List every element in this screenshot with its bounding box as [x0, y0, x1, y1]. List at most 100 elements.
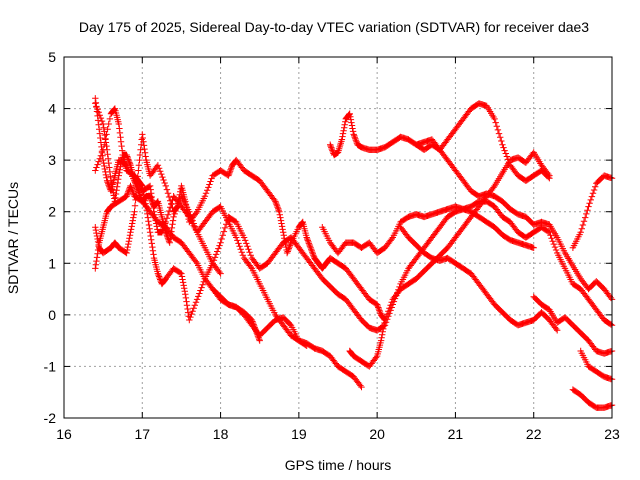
data-point	[127, 184, 135, 191]
data-point	[223, 221, 230, 228]
data-point	[216, 242, 223, 249]
data-point	[103, 131, 110, 138]
data-point	[182, 291, 189, 298]
data-point	[547, 232, 554, 239]
data-point	[588, 193, 596, 200]
data-point	[137, 146, 144, 153]
data-point	[148, 240, 155, 247]
data-point	[580, 218, 588, 225]
series-N	[569, 386, 616, 411]
data-point	[130, 211, 138, 218]
y-tick-label: 2	[48, 204, 56, 220]
data-point	[93, 229, 100, 237]
data-point	[123, 249, 130, 257]
data-point	[167, 197, 174, 204]
data-point	[140, 138, 147, 145]
data-point	[587, 196, 594, 204]
data-point	[582, 214, 589, 221]
data-point	[101, 141, 108, 148]
data-point	[349, 128, 357, 135]
data-point	[92, 95, 99, 102]
data-point	[530, 244, 537, 251]
data-point	[96, 155, 103, 162]
data-point	[153, 223, 160, 230]
data-point	[381, 316, 389, 324]
data-point	[372, 354, 380, 361]
data-point	[134, 179, 141, 186]
data-point	[338, 136, 346, 143]
x-tick-label: 20	[369, 426, 385, 442]
data-point	[163, 215, 171, 222]
x-tick-label: 16	[56, 426, 72, 442]
x-tick-label: 21	[448, 426, 464, 442]
data-point	[276, 211, 283, 218]
data-point	[101, 131, 108, 139]
data-point	[184, 212, 192, 220]
series-I	[413, 100, 553, 184]
data-point	[204, 187, 211, 194]
data-point	[175, 197, 182, 204]
data-point	[112, 190, 120, 198]
data-point	[577, 229, 584, 236]
data-point	[148, 193, 155, 201]
data-point	[115, 176, 122, 183]
data-point	[173, 204, 180, 212]
data-point	[551, 243, 559, 251]
x-tick-label: 22	[526, 426, 542, 442]
data-point	[302, 341, 309, 349]
data-point	[95, 158, 102, 165]
data-point	[247, 263, 254, 271]
data-point	[136, 151, 144, 159]
data-point	[93, 254, 101, 261]
data-point	[278, 220, 285, 227]
data-point	[146, 229, 154, 236]
data-point	[126, 159, 133, 166]
data-point	[124, 190, 131, 197]
data-point	[387, 302, 394, 309]
data-point	[102, 168, 109, 176]
data-point	[169, 217, 177, 224]
data-point	[299, 219, 306, 226]
data-point	[92, 224, 99, 231]
data-point	[340, 127, 347, 134]
data-point	[217, 239, 224, 246]
data-point	[189, 308, 196, 315]
data-point	[214, 248, 221, 255]
y-tick-label: 5	[48, 49, 56, 65]
data-point	[607, 321, 615, 328]
data-point	[491, 115, 498, 123]
data-point	[181, 285, 188, 292]
data-point	[177, 269, 184, 277]
data-point	[501, 147, 508, 154]
data-point	[545, 228, 552, 235]
x-axis-title: GPS time / hours	[285, 457, 392, 473]
series-L	[530, 293, 616, 357]
data-point	[182, 198, 189, 205]
data-point	[195, 293, 202, 300]
data-point	[349, 125, 356, 132]
data-point	[134, 173, 141, 180]
data-point	[99, 146, 107, 153]
data-point	[192, 258, 200, 265]
data-point	[183, 207, 191, 214]
data-point	[141, 194, 148, 201]
data-point	[283, 249, 291, 257]
data-point	[105, 120, 112, 128]
data-point	[375, 305, 382, 313]
data-point	[188, 310, 195, 318]
data-point	[94, 246, 102, 254]
data-point	[209, 260, 216, 267]
data-point	[96, 126, 103, 133]
data-point	[240, 234, 248, 241]
data-point	[184, 309, 192, 316]
data-point	[198, 284, 205, 291]
data-point	[127, 229, 134, 236]
data-point	[490, 184, 497, 191]
series-K	[397, 224, 561, 334]
data-point	[104, 179, 111, 186]
data-point	[237, 246, 244, 253]
data-point	[357, 382, 364, 389]
data-point	[93, 164, 100, 171]
data-point	[133, 184, 140, 192]
data-point	[186, 316, 193, 324]
